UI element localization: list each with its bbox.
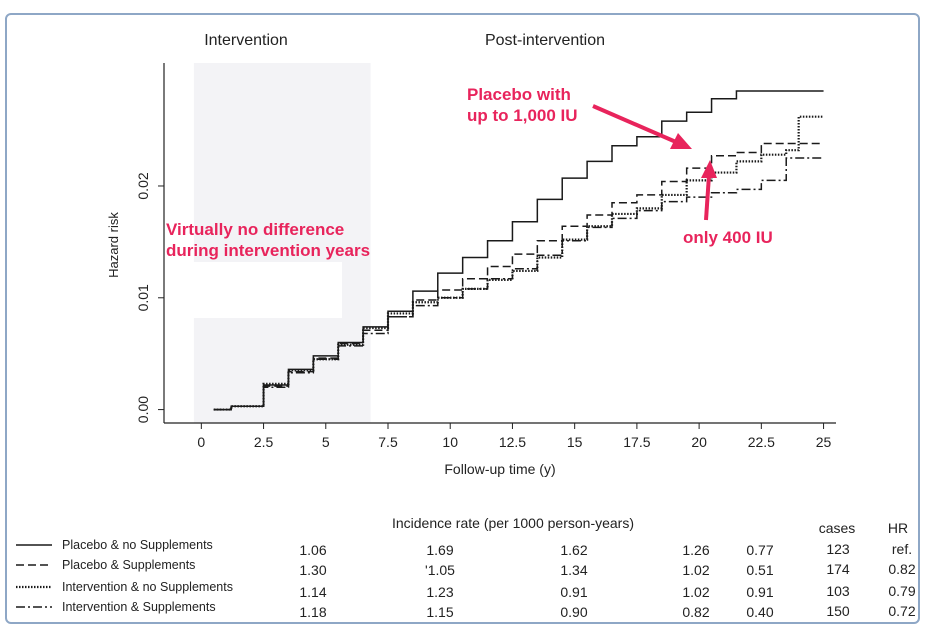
x-tick-label: 10 (442, 434, 458, 450)
table-rate-cell: 1.18 (299, 604, 326, 620)
table-rate-cell: 1.14 (299, 584, 326, 600)
table-rate-cell: 1.69 (426, 542, 453, 558)
table-rate-cell: 0.91 (560, 584, 587, 600)
table-rate-cell: 0.82 (682, 604, 709, 620)
x-tick-label: 12.5 (499, 434, 526, 450)
y-tick-label: 0.02 (135, 172, 151, 199)
y-tick-label: 0.01 (135, 284, 151, 311)
period-label-intervention: Intervention (204, 32, 288, 49)
figure-frame (5, 13, 920, 624)
table-rate-cell: 1.62 (560, 542, 587, 558)
arrow-only-head (701, 160, 717, 178)
table-rate-cell: 1.02 (682, 584, 709, 600)
annotation-placebo-2: up to 1,000 IU (467, 106, 578, 125)
table-hr-cell: 0.72 (888, 603, 915, 619)
table-cases-cell: 150 (826, 603, 850, 619)
table-rate-cell: 0.91 (746, 584, 773, 600)
series-line-dashdot (213, 157, 824, 411)
x-tick-label: 5 (322, 434, 330, 450)
x-tick-label: 15 (567, 434, 583, 450)
arrow-placebo-head (670, 133, 692, 149)
x-tick-label: 25 (816, 434, 832, 450)
legend-label: Intervention & no Supplements (62, 580, 233, 594)
annotation-only-400: only 400 IU (683, 228, 773, 247)
period-label-post: Post-intervention (485, 32, 605, 49)
table-rate-cell: 0.77 (746, 542, 773, 558)
table-title: Incidence rate (per 1000 person-years) (392, 515, 634, 531)
table-rate-cell: 1.06 (299, 542, 326, 558)
table-cases-cell: 174 (826, 561, 850, 577)
x-tick-label: 20 (691, 434, 707, 450)
x-tick-label: 0 (197, 434, 205, 450)
legend-label: Placebo & Supplements (62, 558, 195, 572)
annotation-no-difference-2: during intervention years (166, 241, 370, 260)
table-hr-header: HR (888, 520, 908, 536)
table-cases-header: cases (819, 520, 856, 536)
arrow-only-shaft (704, 174, 711, 221)
table-rate-cell: 1.30 (299, 562, 326, 578)
table-rate-cell: 0.51 (746, 562, 773, 578)
table-hr-cell: 0.79 (888, 583, 915, 599)
x-axis-label: Follow-up time (y) (444, 461, 555, 477)
annotation-placebo-1: Placebo with (467, 85, 571, 104)
table-cases-cell: 103 (826, 583, 850, 599)
shade-gap (180, 262, 342, 318)
y-axis-label: Hazard risk (106, 212, 121, 278)
table-rate-cell: 1.23 (426, 584, 453, 600)
table-hr-cell: 0.82 (888, 561, 915, 577)
x-tick-label: 22.5 (748, 434, 775, 450)
legend-label: Intervention & Supplements (62, 600, 216, 614)
y-tick-label: 0.00 (135, 396, 151, 423)
legend-label: Placebo & no Supplements (62, 538, 213, 552)
table-rate-cell: 1.15 (426, 604, 453, 620)
table-cases-cell: 123 (826, 541, 850, 557)
table-rate-cell: 1.34 (560, 562, 587, 578)
table-rate-cell: 1.26 (682, 542, 709, 558)
intervention-shade (193, 63, 371, 423)
table-rate-cell: 0.90 (560, 604, 587, 620)
table-rate-cell: '1.05 (425, 562, 455, 578)
table-rate-cell: 1.02 (682, 562, 709, 578)
table-hr-cell: ref. (892, 541, 912, 557)
table-rate-cell: 0.40 (746, 604, 773, 620)
annotation-no-difference-1: Virtually no difference (166, 220, 344, 239)
arrow-placebo-shaft (592, 104, 677, 144)
x-tick-label: 7.5 (378, 434, 398, 450)
x-tick-label: 2.5 (254, 434, 274, 450)
x-tick-label: 17.5 (623, 434, 650, 450)
